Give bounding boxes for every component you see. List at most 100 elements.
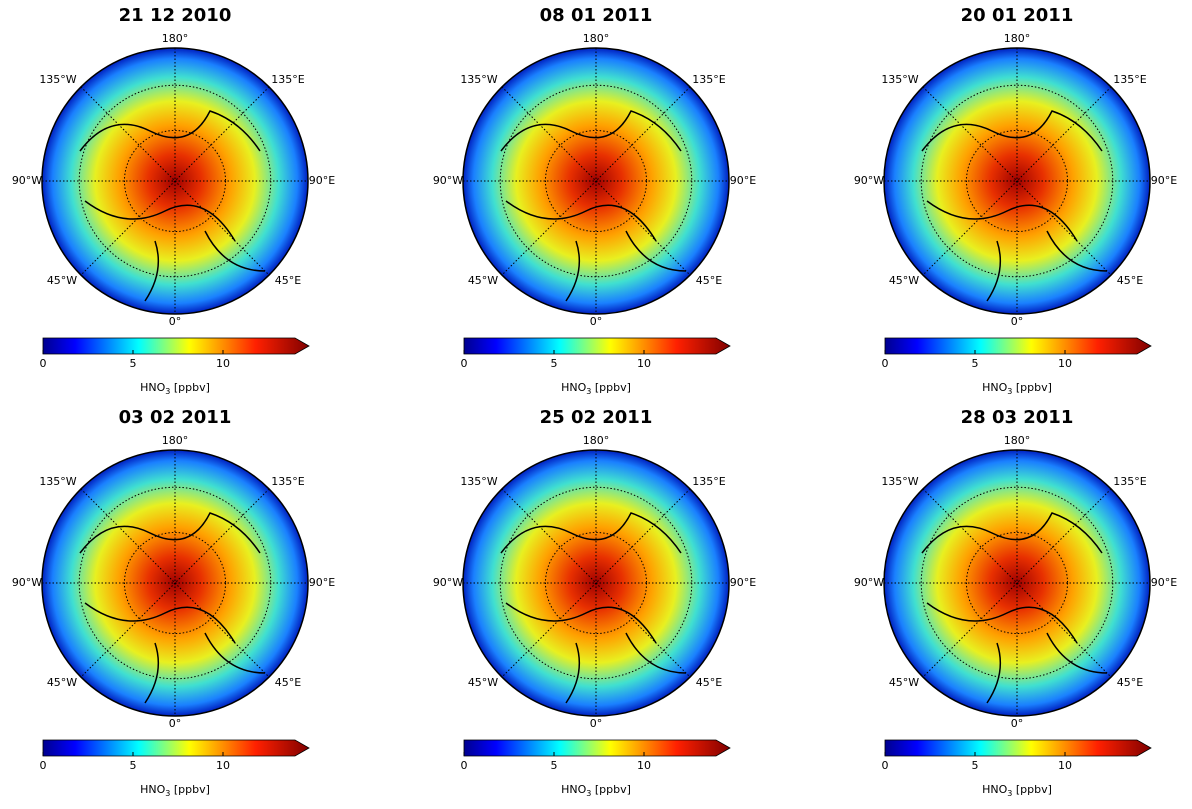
- longitude-label: 45°E: [275, 676, 301, 689]
- longitude-label: 135°W: [881, 73, 918, 86]
- colorbar: [885, 338, 1151, 354]
- longitude-label: 135°E: [271, 73, 304, 86]
- colorbar-tick-label: 0: [40, 759, 47, 772]
- label-main: HNO: [982, 783, 1008, 796]
- longitude-label: 90°E: [1151, 576, 1177, 589]
- colorbar-tick-label: 0: [882, 759, 889, 772]
- longitude-label: 0°: [169, 717, 182, 730]
- colorbar-label: HNO3 [ppbv]: [982, 783, 1052, 798]
- longitude-label: 90°W: [433, 576, 463, 589]
- longitude-label: 135°W: [39, 475, 76, 488]
- longitude-label: 135°W: [881, 475, 918, 488]
- longitude-label: 0°: [590, 717, 603, 730]
- label-unit: [ppbv]: [170, 783, 210, 796]
- longitude-label: 45°W: [47, 676, 77, 689]
- longitude-label: 90°E: [309, 576, 335, 589]
- label-main: HNO: [561, 783, 587, 796]
- colorbar-tick-label: 10: [637, 357, 651, 370]
- longitude-label: 90°E: [1151, 174, 1177, 187]
- colorbar: [464, 740, 730, 756]
- longitude-label: 90°W: [854, 174, 884, 187]
- longitude-label: 0°: [169, 315, 182, 328]
- colorbar-label: HNO3 [ppbv]: [140, 783, 210, 798]
- colorbar: [43, 338, 309, 354]
- longitude-label: 45°W: [47, 274, 77, 287]
- map-panel: 20 01 2011 180° 135°E 90°E 45°E 0° 45°W 90°W 135…: [854, 5, 1177, 396]
- colorbar-tick-label: 5: [551, 357, 558, 370]
- panel-title: 21 12 2010: [119, 5, 232, 26]
- longitude-label: 135°E: [1113, 475, 1146, 488]
- label-unit: [ppbv]: [170, 381, 210, 394]
- colorbar-tick-label: 5: [972, 759, 979, 772]
- longitude-label: 45°W: [889, 274, 919, 287]
- label-main: HNO: [140, 783, 166, 796]
- longitude-label: 180°: [162, 434, 189, 447]
- panel-title: 28 03 2011: [961, 407, 1074, 428]
- label-unit: [ppbv]: [591, 381, 631, 394]
- map-panel: 28 03 2011 180° 135°E 90°E 45°E 0° 45°W 90°W 135…: [854, 407, 1177, 798]
- panel-title: 08 01 2011: [540, 5, 653, 26]
- map-panel: 25 02 2011 180° 135°E 90°E 45°E 0° 45°W 90°W 135…: [433, 407, 756, 798]
- colorbar-tick-label: 10: [1058, 357, 1072, 370]
- longitude-label: 135°E: [692, 73, 725, 86]
- label-main: HNO: [140, 381, 166, 394]
- longitude-label: 45°E: [275, 274, 301, 287]
- longitude-label: 90°E: [730, 174, 756, 187]
- colorbar: [885, 740, 1151, 756]
- colorbar-tick-label: 5: [130, 759, 137, 772]
- label-unit: [ppbv]: [1012, 381, 1052, 394]
- longitude-label: 90°E: [730, 576, 756, 589]
- label-unit: [ppbv]: [1012, 783, 1052, 796]
- panel-title: 20 01 2011: [961, 5, 1074, 26]
- map-panel: 08 01 2011 180° 135°E 90°E 45°E 0° 45°W 90°W 135…: [433, 5, 756, 396]
- longitude-label: 180°: [1004, 434, 1031, 447]
- colorbar-tick-label: 0: [882, 357, 889, 370]
- longitude-label: 135°E: [271, 475, 304, 488]
- longitude-label: 180°: [583, 32, 610, 45]
- colorbar-tick-label: 0: [461, 357, 468, 370]
- colorbar-tick-label: 10: [216, 357, 230, 370]
- colorbar-label: HNO3 [ppbv]: [561, 783, 631, 798]
- longitude-label: 135°W: [460, 73, 497, 86]
- colorbar-tick-label: 5: [972, 357, 979, 370]
- colorbar-tick-label: 5: [551, 759, 558, 772]
- colorbar-label: HNO3 [ppbv]: [561, 381, 631, 396]
- longitude-label: 0°: [590, 315, 603, 328]
- map-panel: 21 12 2010 180° 135°E 90°E 45°E 0° 45°W 90°W 135…: [12, 5, 335, 396]
- colorbar-tick-label: 0: [40, 357, 47, 370]
- colorbar-tick-label: 5: [130, 357, 137, 370]
- colorbar-tick-label: 10: [1058, 759, 1072, 772]
- longitude-label: 45°W: [468, 274, 498, 287]
- longitude-label: 135°E: [692, 475, 725, 488]
- longitude-label: 135°W: [39, 73, 76, 86]
- longitude-label: 45°E: [1117, 274, 1143, 287]
- colorbar-tick-label: 10: [216, 759, 230, 772]
- longitude-label: 180°: [1004, 32, 1031, 45]
- label-unit: [ppbv]: [591, 783, 631, 796]
- longitude-label: 135°E: [1113, 73, 1146, 86]
- label-main: HNO: [561, 381, 587, 394]
- figure: 21 12 2010 180° 135°E 90°E 45°E 0° 45°W 90°W 135…: [0, 0, 1192, 805]
- longitude-label: 45°W: [468, 676, 498, 689]
- longitude-label: 135°W: [460, 475, 497, 488]
- longitude-label: 45°E: [1117, 676, 1143, 689]
- longitude-label: 90°E: [309, 174, 335, 187]
- map-panel: 03 02 2011180°135°E90°E45°E0°45°W90°W135…: [12, 407, 335, 798]
- longitude-label: 90°W: [12, 576, 42, 589]
- colorbar-label: HNO3 [ppbv]: [140, 381, 210, 396]
- longitude-label: 45°E: [696, 274, 722, 287]
- longitude-label: 90°W: [854, 576, 884, 589]
- colorbar: [464, 338, 730, 354]
- longitude-label: 90°W: [433, 174, 463, 187]
- colorbar-tick-label: 10: [637, 759, 651, 772]
- longitude-label: 0°: [1011, 315, 1024, 328]
- panel-title: 25 02 2011: [540, 407, 653, 428]
- label-main: HNO: [982, 381, 1008, 394]
- longitude-label: 180°: [583, 434, 610, 447]
- longitude-label: 180°: [162, 32, 189, 45]
- longitude-label: 0°: [1011, 717, 1024, 730]
- colorbar-label: HNO3 [ppbv]: [982, 381, 1052, 396]
- longitude-label: 45°E: [696, 676, 722, 689]
- longitude-label: 90°W: [12, 174, 42, 187]
- longitude-label: 45°W: [889, 676, 919, 689]
